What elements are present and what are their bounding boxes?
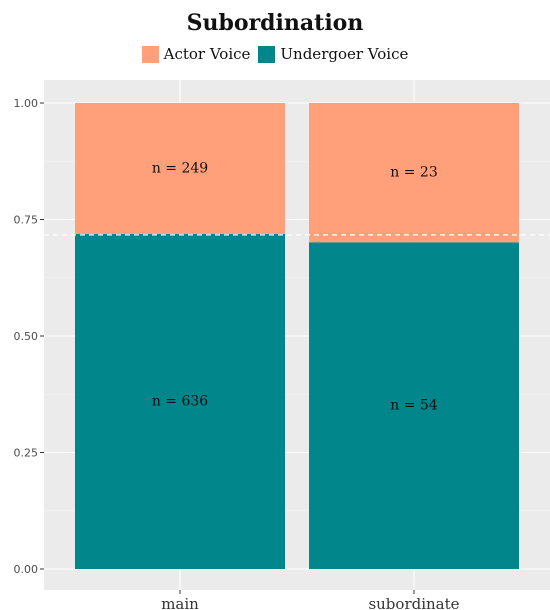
legend: Actor Voice Undergoer Voice [0, 45, 550, 63]
legend-swatch-undergoer-voice [258, 45, 276, 63]
legend-label-actor-voice: Actor Voice [163, 45, 251, 63]
legend-item-actor-voice: Actor Voice [141, 45, 251, 63]
x-category-label: main [161, 595, 199, 610]
y-tick-label: 0.00 [14, 563, 39, 576]
y-tick-label: 1.00 [14, 97, 39, 110]
bar-data-label: n = 54 [390, 398, 438, 414]
legend-label-undergoer-voice: Undergoer Voice [280, 45, 409, 63]
bar-actor-voice-subordinate [309, 103, 519, 243]
x-category-label: subordinate [368, 595, 459, 610]
chart-title: Subordination [186, 10, 364, 36]
bar-data-label: n = 636 [152, 393, 208, 409]
bar-data-label: n = 23 [390, 165, 437, 181]
bar-undergoer-voice-subordinate [309, 242, 519, 570]
y-tick-label: 0.25 [14, 447, 39, 460]
y-tick-label: 0.50 [14, 330, 39, 343]
legend-item-undergoer-voice: Undergoer Voice [258, 45, 408, 63]
bar-undergoer-voice-main [75, 233, 285, 570]
y-tick-label: 0.75 [14, 214, 39, 227]
legend-swatch-actor-voice [141, 45, 159, 63]
bar-data-label: n = 249 [152, 160, 208, 176]
bar-actor-voice-main [75, 103, 285, 234]
